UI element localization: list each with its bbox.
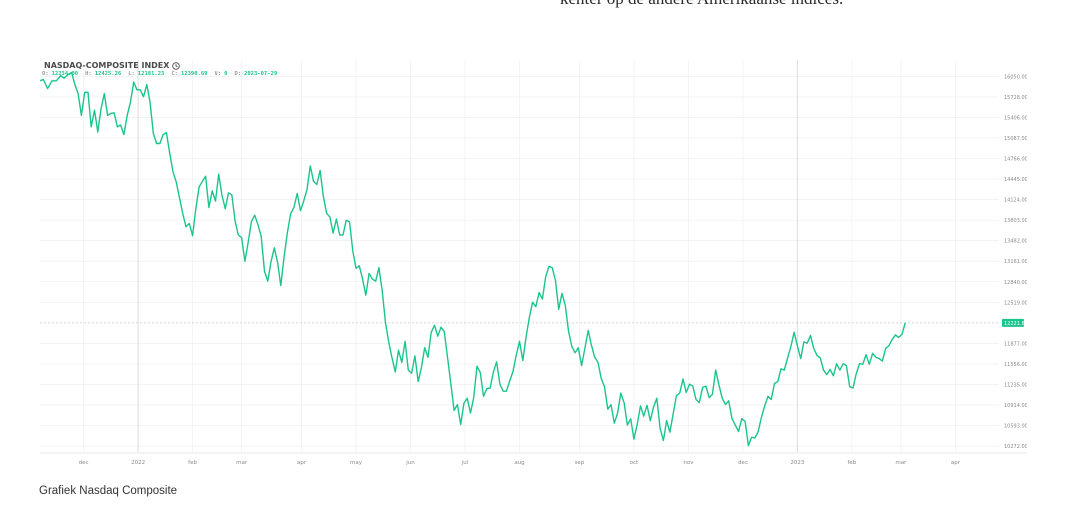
- ohlc-key: L:: [128, 71, 135, 77]
- x-tick-label: feb: [847, 460, 856, 466]
- y-tick-label: 13803.00: [1004, 218, 1027, 224]
- ohlc-value: 2023-07-29: [244, 71, 278, 77]
- ohlc-key: O:: [42, 71, 49, 77]
- y-tick-label: 10272.00: [1004, 444, 1027, 450]
- ohlc-value: 12181.23: [137, 71, 165, 77]
- y-tick-label: 13482.00: [1004, 239, 1027, 245]
- ohlc-value: 12234.00: [51, 71, 79, 77]
- ohlc-key: D:: [234, 71, 242, 77]
- y-tick-label: 12519.00: [1004, 300, 1027, 306]
- y-tick-label: 14766.00: [1004, 156, 1027, 162]
- ohlc-item: D: 2023-07-29: [234, 71, 277, 77]
- x-tick-label: apr: [951, 460, 961, 466]
- x-tick-label: may: [350, 460, 363, 466]
- clock-icon[interactable]: [172, 61, 181, 70]
- y-tick-label: 15406.00: [1004, 116, 1027, 122]
- y-tick-label: 11556.00: [1004, 362, 1027, 368]
- ohlc-value: 12390.69: [181, 71, 208, 77]
- line-chart[interactable]: 16050.00 15728.00 15406.00 15087.00 14766.00…: [40, 60, 1027, 467]
- x-tick-label: mar: [236, 460, 248, 466]
- y-tick-label: 15087.00: [1004, 136, 1027, 142]
- x-tick-label: dec: [738, 460, 748, 466]
- x-tick-label: nov: [683, 460, 694, 466]
- series-line: [40, 71, 906, 447]
- x-tick-label: jul: [461, 460, 469, 466]
- y-tick-label: 16050.00: [1004, 74, 1027, 80]
- x-tick-label: dec: [79, 460, 89, 466]
- y-tick-label: 15728.00: [1004, 95, 1027, 101]
- ohlc-key: V:: [214, 71, 222, 77]
- y-tick-label: 10914.00: [1004, 403, 1027, 409]
- current-value-tag: [1002, 318, 1024, 327]
- ohlc-value: 0: [224, 71, 228, 77]
- x-tick-label: sep: [575, 460, 585, 466]
- x-tick-label: 2023: [790, 460, 804, 466]
- y-tick-label: 14124.00: [1004, 198, 1027, 204]
- chart-panel[interactable]: 16050.00 15728.00 15406.00 15087.00 14766.00…: [40, 60, 1027, 467]
- ohlc-item: O: 12234.00: [42, 71, 78, 77]
- x-tick-label: apr: [297, 460, 307, 466]
- current-value-label: 12221.81: [1004, 321, 1027, 327]
- ohlc-key: C:: [171, 71, 178, 77]
- ohlc-item: C: 12390.69: [171, 71, 207, 77]
- y-tick-label: 13161.00: [1004, 259, 1027, 265]
- x-tick-label: oct: [630, 460, 639, 466]
- ohlc-readout: O: 12234.00 H: 12425.26 L: 12181.23 C: 12390.69…: [42, 71, 277, 77]
- y-tick-label: 11877.00: [1004, 341, 1027, 347]
- chart-title: NASDAQ-COMPOSITE INDEX: [44, 61, 170, 70]
- ohlc-item: H: 12425.26: [85, 71, 121, 77]
- y-tick-label: 11235.00: [1004, 382, 1027, 388]
- chart-title-row: NASDAQ-COMPOSITE INDEX: [44, 61, 181, 70]
- x-tick-label: feb: [188, 460, 197, 466]
- y-tick-label: 10593.00: [1004, 424, 1027, 430]
- x-tick-label: 2022: [131, 460, 145, 466]
- article-text-fragment: kenter op de andere Amerikaanse indices.: [560, 0, 843, 9]
- x-tick-label: aug: [514, 460, 524, 466]
- x-tick-label: jun: [405, 460, 415, 466]
- ohlc-key: H:: [85, 71, 92, 77]
- ohlc-item: V: 0: [215, 71, 228, 77]
- ohlc-item: L: 12181.23: [128, 71, 164, 77]
- ohlc-value: 12425.26: [94, 71, 122, 77]
- x-tick-label: mar: [895, 460, 907, 466]
- figure-caption: Grafiek Nasdaq Composite: [39, 485, 178, 497]
- y-tick-label: 12840.00: [1004, 280, 1027, 286]
- y-tick-label: 14445.00: [1004, 177, 1027, 183]
